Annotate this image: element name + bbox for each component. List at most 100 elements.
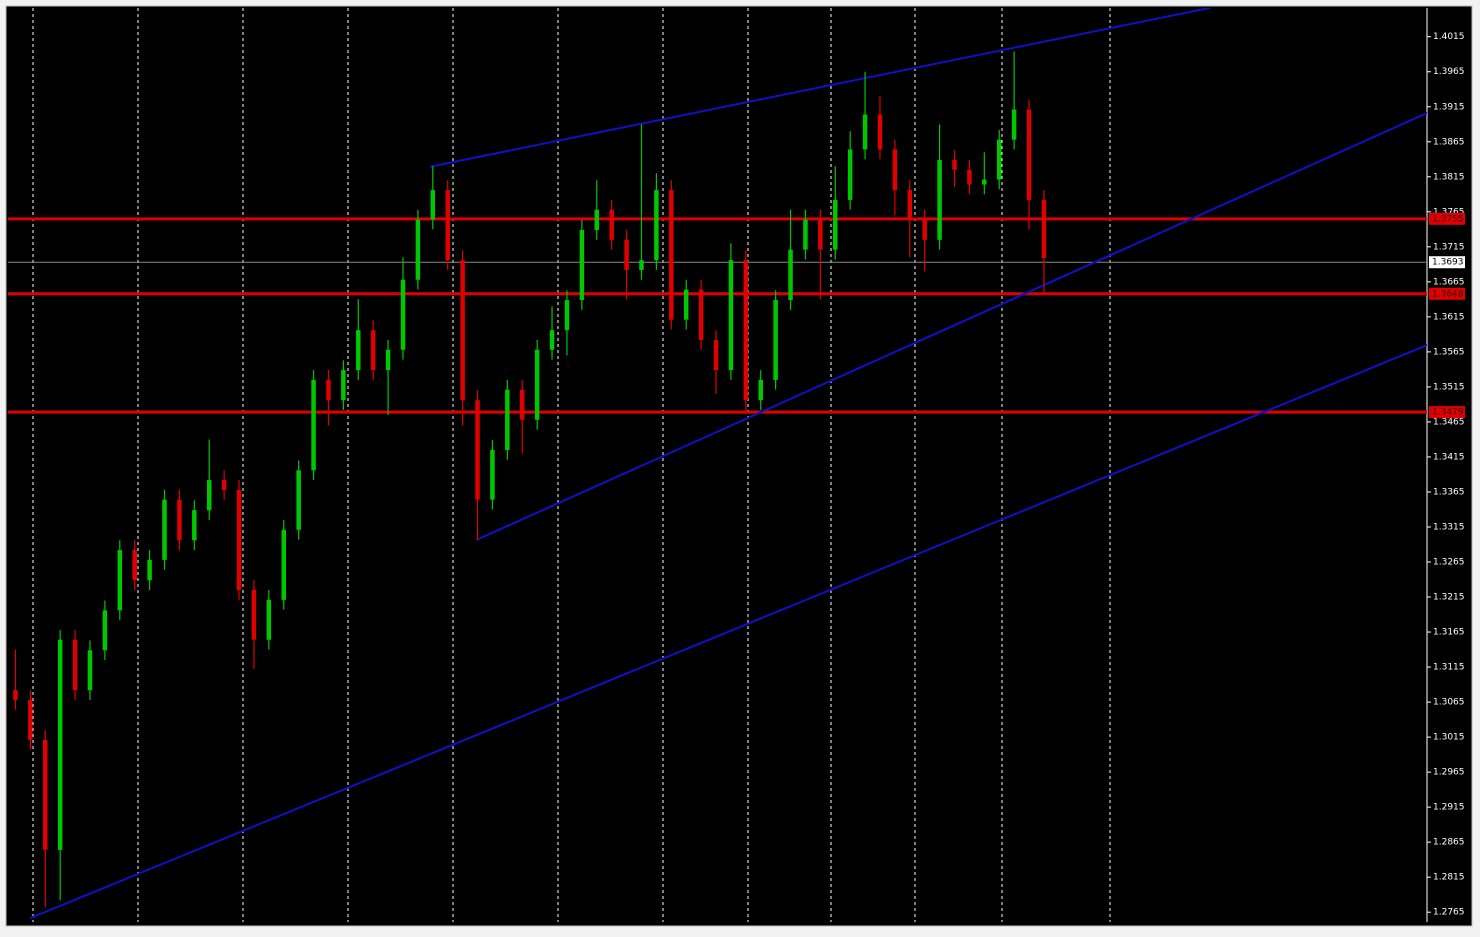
level-label-box <box>1429 406 1465 419</box>
candle-body <box>743 260 749 401</box>
candle-body <box>490 449 495 500</box>
y-tick-label: 1.3765 <box>1433 207 1465 217</box>
candle-body <box>326 379 331 401</box>
candle-body <box>415 219 421 280</box>
level-label: 1.3648 <box>1432 289 1464 299</box>
candle-body <box>1041 199 1047 259</box>
candle-body <box>162 499 167 560</box>
candle-body <box>400 279 406 350</box>
y-tick-label: 1.3015 <box>1433 733 1465 743</box>
candle-body <box>1011 109 1017 140</box>
candle-body <box>430 190 436 220</box>
y-tick-label: 1.4015 <box>1433 32 1465 42</box>
candle-body <box>698 289 704 340</box>
candle-body <box>683 289 689 320</box>
candle-body <box>520 389 525 420</box>
candle-body <box>13 690 18 700</box>
candle-body <box>370 330 376 371</box>
level-label-box <box>1429 287 1465 300</box>
candle-body <box>311 379 316 471</box>
candle-body <box>609 209 614 240</box>
y-tick-label: 1.3865 <box>1433 137 1465 147</box>
candle-body <box>549 330 555 350</box>
candle-body <box>967 169 972 185</box>
candle-body <box>862 114 868 150</box>
candle-body <box>341 370 346 401</box>
candle-body <box>639 260 644 270</box>
candle-body <box>922 219 927 240</box>
candle-body <box>996 139 1002 180</box>
candle-body <box>594 209 600 231</box>
y-tick-label: 1.3215 <box>1433 593 1465 603</box>
y-tick-label: 1.3165 <box>1433 628 1465 638</box>
y-tick-label: 1.3565 <box>1433 347 1465 357</box>
y-tick-label: 1.3715 <box>1433 242 1465 252</box>
trendline <box>429 8 1211 168</box>
candle-body <box>952 159 957 170</box>
y-tick-label: 1.3115 <box>1433 663 1465 673</box>
y-tick-label: 1.3415 <box>1433 452 1465 462</box>
candle-body <box>117 550 123 611</box>
candle-body <box>266 599 272 640</box>
level-label: 1.3479 <box>1432 408 1464 418</box>
y-tick-label: 1.2915 <box>1433 803 1465 813</box>
period-separators <box>32 8 1111 922</box>
candle-body <box>788 249 793 301</box>
y-tick-label: 1.3515 <box>1433 382 1465 392</box>
candle-body <box>713 339 719 371</box>
candle-body <box>296 470 301 530</box>
candle-body <box>624 239 629 270</box>
candle-body <box>460 260 465 401</box>
candle-body <box>758 379 763 401</box>
bid-label-box <box>1429 256 1465 269</box>
candle-body <box>28 699 33 740</box>
candle-body <box>385 349 391 371</box>
candle-body <box>1026 109 1032 200</box>
y-tick-label: 1.3315 <box>1433 522 1465 532</box>
candle-body <box>192 510 197 541</box>
y-tick-label: 1.3965 <box>1433 67 1465 77</box>
candle-body <box>654 190 659 261</box>
candle-body <box>937 159 942 240</box>
trendline <box>29 344 1427 920</box>
candle-body <box>892 149 898 191</box>
candle-body <box>221 480 227 490</box>
y-tick-label: 1.2765 <box>1433 908 1465 918</box>
y-tick-label: 1.3465 <box>1433 417 1465 427</box>
candle-body <box>356 330 361 371</box>
candle-body <box>43 739 48 850</box>
candle-body <box>102 610 108 651</box>
candle-body <box>818 219 823 250</box>
plot <box>8 8 1427 920</box>
candle-body <box>833 199 838 250</box>
candle-body <box>505 389 510 450</box>
y-tick-label: 1.3065 <box>1433 698 1465 708</box>
candle-body <box>147 559 152 581</box>
candle-body <box>564 300 570 331</box>
y-tick-label: 1.2815 <box>1433 873 1465 883</box>
candle-body <box>728 260 734 371</box>
candle-body <box>982 179 987 185</box>
candle-body <box>475 400 480 500</box>
y-tick-label: 1.2865 <box>1433 838 1465 848</box>
candle-body <box>72 639 78 691</box>
chart-background <box>5 5 1473 927</box>
candle-body <box>206 480 212 511</box>
candle-body <box>177 499 182 541</box>
y-tick-label: 1.3265 <box>1433 558 1465 568</box>
candle-body <box>87 650 93 691</box>
y-tick-label: 1.3365 <box>1433 487 1465 497</box>
y-tick-label: 1.3915 <box>1433 102 1465 112</box>
candle-body <box>579 230 585 301</box>
candle-body <box>236 489 242 591</box>
level-label-box <box>1429 212 1465 225</box>
candle-body <box>669 190 674 320</box>
y-tick-label: 1.3815 <box>1433 172 1465 182</box>
candle-body <box>57 639 63 850</box>
candle-body <box>132 550 137 581</box>
candle-body <box>803 219 808 250</box>
candle-body <box>534 349 540 420</box>
candle-body <box>847 149 853 200</box>
